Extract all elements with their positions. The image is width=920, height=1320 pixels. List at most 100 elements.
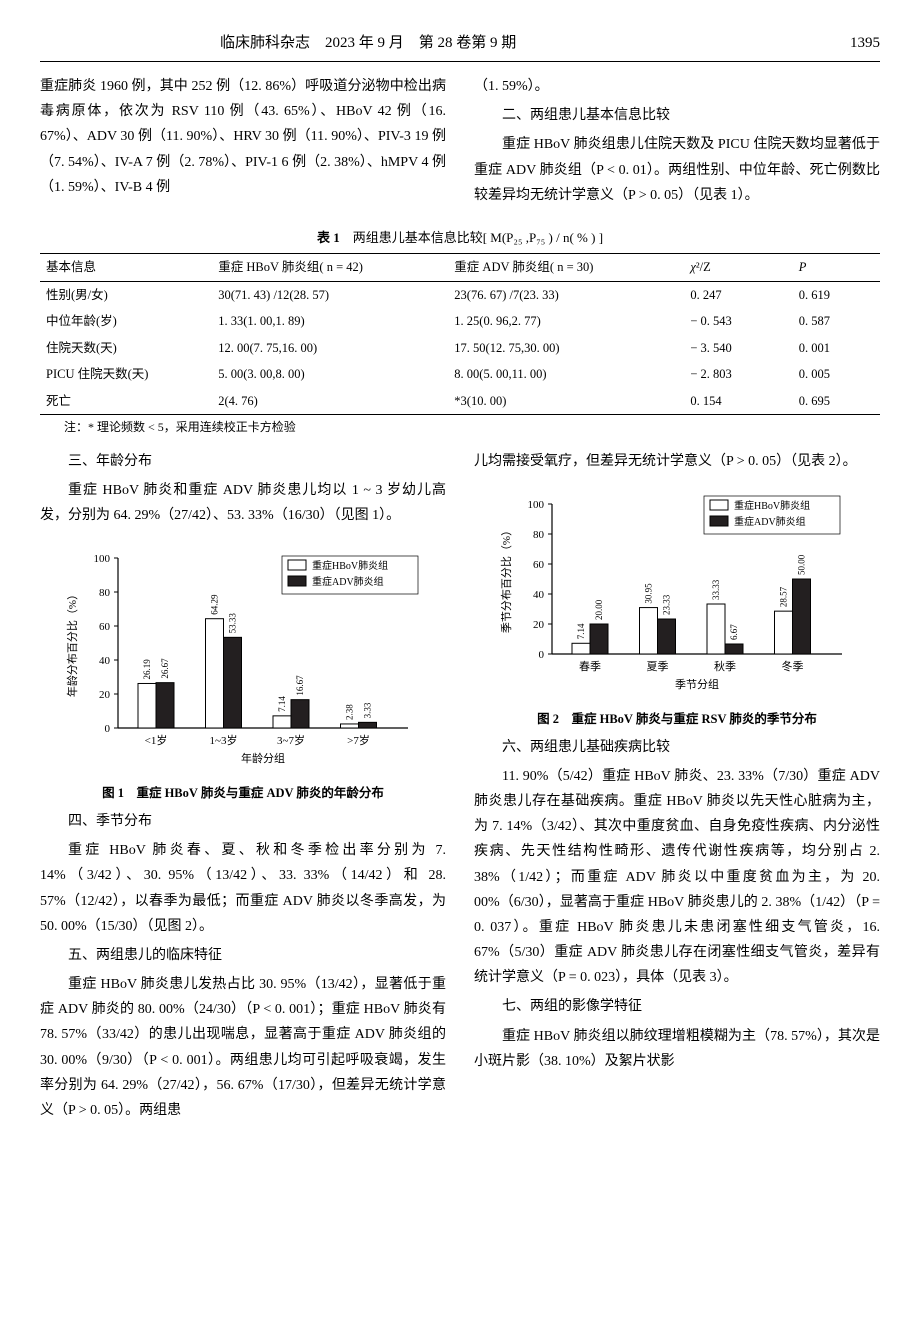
section-6-title: 六、两组患儿基础疾病比较 <box>474 735 880 760</box>
table-cell: 0. 154 <box>684 388 792 415</box>
intro-right-a: （1. 59%）。 <box>474 74 880 99</box>
svg-text:7.14: 7.14 <box>277 696 287 712</box>
section-7-text: 重症 HBoV 肺炎组以肺纹理增粗模糊为主（78. 57%），其次是小斑片影（3… <box>474 1024 880 1074</box>
intro-left-col: 重症肺炎 1960 例，其中 252 例（12. 86%）呼吸道分泌物中检出病毒… <box>40 74 446 212</box>
svg-text:20: 20 <box>99 689 111 701</box>
figure-2: 020406080100季节分布百分比（%）7.1420.00春季30.9523… <box>474 484 880 731</box>
section-5-title: 五、两组患儿的临床特征 <box>40 943 446 968</box>
svg-text:冬季: 冬季 <box>782 659 804 673</box>
figure-1-chart: 0 20 40 60 80 100 年龄分布百分比（%） 26.19 26.67 <1岁 64.29… <box>58 538 428 778</box>
section-6-text: 11. 90%（5/42）重症 HBoV 肺炎、23. 33%（7/30）重症 … <box>474 764 880 991</box>
table-cell: − 2. 803 <box>684 361 792 388</box>
svg-text:季节分布百分比（%）: 季节分布百分比（%） <box>500 525 513 633</box>
table-1-header-cell: 重症 ADV 肺炎组( n = 30) <box>448 254 684 282</box>
svg-text:26.19: 26.19 <box>142 659 152 680</box>
journal-title: 临床肺科杂志 2023 年 9 月 第 28 卷第 9 期 <box>220 30 516 57</box>
svg-text:40: 40 <box>99 655 111 667</box>
table-cell: 0. 005 <box>793 361 880 388</box>
svg-text:年龄分组: 年龄分组 <box>241 751 285 765</box>
section-7-title: 七、两组的影像学特征 <box>474 994 880 1019</box>
table-row: PICU 住院天数(天)5. 00(3. 00,8. 00)8. 00(5. 0… <box>40 361 880 388</box>
svg-text:53.33: 53.33 <box>228 613 238 634</box>
table-cell: 12. 00(7. 75,16. 00) <box>212 335 448 362</box>
svg-text:2.38: 2.38 <box>345 704 355 720</box>
table-cell: 死亡 <box>40 388 212 415</box>
table-1: 基本信息重症 HBoV 肺炎组( n = 42)重症 ADV 肺炎组( n = … <box>40 253 880 415</box>
svg-text:0: 0 <box>105 723 111 735</box>
svg-text:重症ADV肺炎组: 重症ADV肺炎组 <box>734 515 806 528</box>
table-cell: 住院天数(天) <box>40 335 212 362</box>
svg-text:20: 20 <box>533 619 545 631</box>
table-cell: 0. 001 <box>793 335 880 362</box>
svg-text:26.67: 26.67 <box>160 658 170 679</box>
svg-text:3~7岁: 3~7岁 <box>277 733 305 747</box>
table-row: 中位年龄(岁)1. 33(1. 00,1. 89)1. 25(0. 96,2. … <box>40 308 880 335</box>
svg-text:3.33: 3.33 <box>363 703 373 719</box>
table-cell: 0. 587 <box>793 308 880 335</box>
section-5-cont: 儿均需接受氧疗，但差异无统计学意义（P > 0. 05）（见表 2）。 <box>474 449 880 474</box>
svg-text:20.00: 20.00 <box>594 599 604 620</box>
table-1-wrap: 表 1 两组患儿基本信息比较[ M(P₂₅ ,P₇₅ ) / n( % ) ] … <box>40 226 880 439</box>
page-number: 1395 <box>850 30 880 57</box>
svg-text:30.95: 30.95 <box>644 583 654 604</box>
section-5-text: 重症 HBoV 肺炎患儿发热占比 30. 95%（13/42），显著低于重症 A… <box>40 972 446 1123</box>
table-cell: − 0. 543 <box>684 308 792 335</box>
table-1-header-cell: P <box>793 254 880 282</box>
intro-columns: 重症肺炎 1960 例，其中 252 例（12. 86%）呼吸道分泌物中检出病毒… <box>40 74 880 212</box>
svg-text:重症HBoV肺炎组: 重症HBoV肺炎组 <box>734 499 810 512</box>
table-cell: 0. 695 <box>793 388 880 415</box>
table-cell: 0. 247 <box>684 281 792 308</box>
svg-text:40: 40 <box>533 589 545 601</box>
table-cell: 2(4. 76) <box>212 388 448 415</box>
intro-right-b: 重症 HBoV 肺炎组患儿住院天数及 PICU 住院天数均显著低于重症 ADV … <box>474 132 880 208</box>
svg-text:33.33: 33.33 <box>711 579 721 600</box>
table-cell: 1. 33(1. 00,1. 89) <box>212 308 448 335</box>
section-3-text: 重症 HBoV 肺炎和重症 ADV 肺炎患儿均以 1 ~ 3 岁幼儿高发，分别为… <box>40 478 446 528</box>
svg-text:23.33: 23.33 <box>662 594 672 615</box>
lower-left-col: 三、年龄分布 重症 HBoV 肺炎和重症 ADV 肺炎患儿均以 1 ~ 3 岁幼… <box>40 449 446 1127</box>
figure-1-caption: 图 1 重症 HBoV 肺炎与重症 ADV 肺炎的年龄分布 <box>40 782 446 805</box>
svg-text:6.67: 6.67 <box>729 624 739 640</box>
figure-2-caption: 图 2 重症 HBoV 肺炎与重症 RSV 肺炎的季节分布 <box>474 708 880 731</box>
table-cell: *3(10. 00) <box>448 388 684 415</box>
intro-right-col: （1. 59%）。 二、两组患儿基本信息比较 重症 HBoV 肺炎组患儿住院天数… <box>474 74 880 212</box>
svg-text:28.57: 28.57 <box>779 587 789 608</box>
table-row: 住院天数(天)12. 00(7. 75,16. 00)17. 50(12. 75… <box>40 335 880 362</box>
svg-text:50.00: 50.00 <box>797 554 807 575</box>
table-1-header-cell: 基本信息 <box>40 254 212 282</box>
svg-text:年龄分布百分比（%）: 年龄分布百分比（%） <box>65 589 79 697</box>
section-4-text: 重症 HBoV 肺炎春、夏、秋和冬季检出率分别为 7. 14%（3/42）、30… <box>40 838 446 939</box>
section-4-title: 四、季节分布 <box>40 809 446 834</box>
section-2-title: 二、两组患儿基本信息比较 <box>474 103 880 128</box>
svg-text:季节分组: 季节分组 <box>675 677 719 691</box>
svg-text:1~3岁: 1~3岁 <box>210 733 238 747</box>
table-1-label: 表 1 <box>317 230 340 245</box>
table-cell: 性别(男/女) <box>40 281 212 308</box>
table-row: 死亡2(4. 76)*3(10. 00)0. 1540. 695 <box>40 388 880 415</box>
svg-text:100: 100 <box>528 499 545 511</box>
svg-text:64.29: 64.29 <box>210 594 220 615</box>
table-1-header-cell: 重症 HBoV 肺炎组( n = 42) <box>212 254 448 282</box>
figure-2-chart: 020406080100季节分布百分比（%）7.1420.00春季30.9523… <box>492 484 862 704</box>
table-cell: 17. 50(12. 75,30. 00) <box>448 335 684 362</box>
table-1-header-cell: χ²/Z <box>684 254 792 282</box>
svg-text:60: 60 <box>99 621 111 633</box>
svg-text:<1岁: <1岁 <box>145 733 168 747</box>
svg-text:60: 60 <box>533 559 545 571</box>
table-1-title: 两组患儿基本信息比较[ M(P₂₅ ,P₇₅ ) / n( % ) ] <box>353 230 603 245</box>
lower-right-col: 儿均需接受氧疗，但差异无统计学意义（P > 0. 05）（见表 2）。 0204… <box>474 449 880 1127</box>
table-cell: 1. 25(0. 96,2. 77) <box>448 308 684 335</box>
section-3-title: 三、年龄分布 <box>40 449 446 474</box>
table-cell: 5. 00(3. 00,8. 00) <box>212 361 448 388</box>
svg-text:秋季: 秋季 <box>714 659 736 673</box>
table-cell: − 3. 540 <box>684 335 792 362</box>
svg-text:重症HBoV肺炎组: 重症HBoV肺炎组 <box>312 559 388 572</box>
table-1-note: 注：* 理论频数 < 5，采用连续校正卡方检验 <box>40 417 880 439</box>
svg-text:16.67: 16.67 <box>295 675 305 696</box>
table-cell: 23(76. 67) /7(23. 33) <box>448 281 684 308</box>
svg-text:重症ADV肺炎组: 重症ADV肺炎组 <box>312 575 384 588</box>
svg-text:100: 100 <box>94 553 111 565</box>
svg-text:80: 80 <box>99 587 111 599</box>
table-cell: 0. 619 <box>793 281 880 308</box>
svg-text:80: 80 <box>533 529 545 541</box>
